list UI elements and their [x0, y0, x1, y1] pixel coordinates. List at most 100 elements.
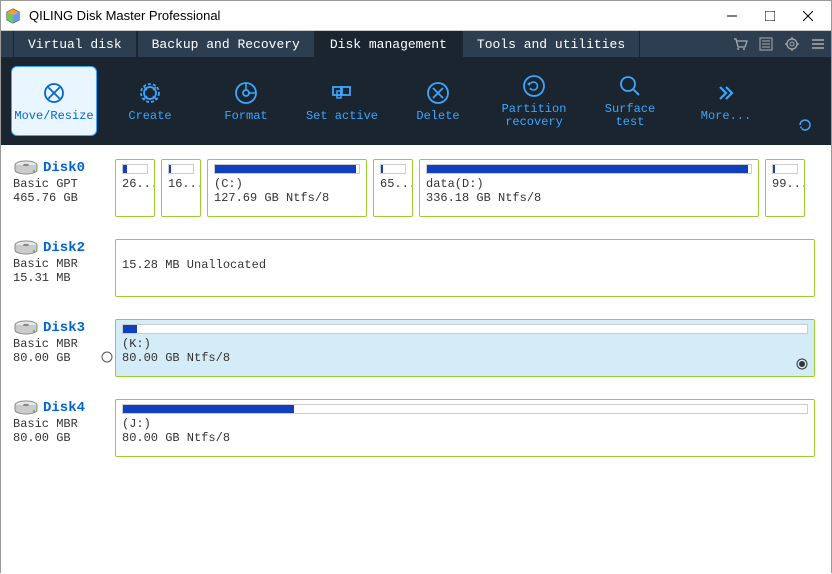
partition[interactable]: (K:)80.00 GB Ntfs/8 [115, 319, 815, 377]
tool-label: Format [224, 110, 267, 123]
tool-set-active[interactable]: Set active [299, 66, 385, 136]
disk-icon [13, 239, 39, 257]
cart-icon[interactable] [727, 31, 753, 57]
tool-label: Surface test [587, 103, 673, 129]
partition[interactable]: 99... [765, 159, 805, 217]
disk-icon [13, 319, 39, 337]
surface-icon [617, 73, 643, 99]
disk-icon [13, 159, 39, 177]
tool-label: Set active [306, 110, 378, 123]
disk-radio[interactable] [101, 351, 113, 363]
tool-create[interactable]: Create [107, 66, 193, 136]
usage-bar [380, 164, 406, 174]
disk-type: Basic MBR [13, 417, 107, 431]
usage-bar [772, 164, 798, 174]
partition-label: data(D:) [426, 177, 752, 191]
disk-size: 80.00 GB [13, 431, 107, 445]
tool-delete[interactable]: Delete [395, 66, 481, 136]
partition[interactable]: 26... [115, 159, 155, 217]
disk-row: Disk3Basic MBR80.00 GB(K:)80.00 GB Ntfs/… [13, 319, 819, 377]
disk-meta: Disk2Basic MBR15.31 MB [13, 239, 107, 297]
tab-disk-management[interactable]: Disk management [315, 31, 462, 57]
disk-size: 465.76 GB [13, 191, 107, 205]
partitions: 15.28 MB Unallocated [115, 239, 819, 297]
delete-icon [425, 80, 451, 106]
partition[interactable]: (J:)80.00 GB Ntfs/8 [115, 399, 815, 457]
tool-label: More... [701, 110, 751, 123]
disk-row: Disk4Basic MBR80.00 GB(J:)80.00 GB Ntfs/… [13, 399, 819, 457]
disk-row: Disk2Basic MBR15.31 MB 15.28 MB Unallocat… [13, 239, 819, 297]
partition[interactable]: (C:)127.69 GB Ntfs/8 [207, 159, 367, 217]
settings-icon[interactable] [779, 31, 805, 57]
disk-name[interactable]: Disk0 [43, 160, 85, 176]
disk-size: 80.00 GB [13, 351, 107, 365]
create-icon [137, 80, 163, 106]
disk-meta: Disk4Basic MBR80.00 GB [13, 399, 107, 457]
tool-move-resize[interactable]: Move/Resize [11, 66, 97, 136]
menubar: Virtual diskBackup and RecoveryDisk mana… [1, 31, 831, 57]
partitions: (K:)80.00 GB Ntfs/8 [115, 319, 819, 377]
menu-icon[interactable] [805, 31, 831, 57]
partition-info: 80.00 GB Ntfs/8 [122, 351, 808, 365]
tool-label: Partitionrecovery [502, 103, 567, 129]
tool-label: Delete [416, 110, 459, 123]
minimize-button[interactable] [713, 2, 751, 30]
list-icon[interactable] [753, 31, 779, 57]
disk-type: Basic MBR [13, 337, 107, 351]
disk-type: Basic MBR [13, 257, 107, 271]
maximize-button[interactable] [751, 2, 789, 30]
partition-label: (C:) [214, 177, 360, 191]
recovery-icon [521, 73, 547, 99]
partition-info: 16... [168, 177, 194, 191]
disk-size: 15.31 MB [13, 271, 107, 285]
usage-bar [426, 164, 752, 174]
partition-info: 336.18 GB Ntfs/8 [426, 191, 752, 205]
disk-meta: Disk0Basic GPT465.76 GB [13, 159, 107, 217]
partition-info: 99... [772, 177, 798, 191]
tool-label: Create [128, 110, 171, 123]
tab-backup-and-recovery[interactable]: Backup and Recovery [137, 31, 315, 57]
partitions: 26... 16... (C:)127.69 GB Ntfs/8 65... data(… [115, 159, 819, 217]
partition[interactable]: data(D:)336.18 GB Ntfs/8 [419, 159, 759, 217]
disk-list: Disk0Basic GPT465.76 GB 26... 16... (C:)127… [1, 145, 831, 574]
partition[interactable]: 16... [161, 159, 201, 217]
partition-info: 15.28 MB Unallocated [122, 258, 808, 272]
partition-info: 127.69 GB Ntfs/8 [214, 191, 360, 205]
disk-name[interactable]: Disk4 [43, 400, 85, 416]
disk-type: Basic GPT [13, 177, 107, 191]
tool-more-[interactable]: More... [683, 66, 769, 136]
usage-bar [122, 404, 808, 414]
disk-name[interactable]: Disk2 [43, 240, 85, 256]
disk-row: Disk0Basic GPT465.76 GB 26... 16... (C:)127… [13, 159, 819, 217]
usage-bar [122, 164, 148, 174]
tool-label: Move/Resize [14, 110, 93, 123]
app-logo-icon [5, 8, 21, 24]
partitions: (J:)80.00 GB Ntfs/8 [115, 399, 819, 457]
disk-name[interactable]: Disk3 [43, 320, 85, 336]
tool-partition[interactable]: Partitionrecovery [491, 66, 577, 136]
partition-info: 80.00 GB Ntfs/8 [122, 431, 808, 445]
usage-bar [168, 164, 194, 174]
toolbar: Move/Resize Create Format Set active Delete P… [1, 57, 831, 145]
resize-icon [41, 80, 67, 106]
tab-tools-and-utilities[interactable]: Tools and utilities [462, 31, 640, 57]
tool-surface-test[interactable]: Surface test [587, 66, 673, 136]
more-icon [713, 80, 739, 106]
tab-virtual-disk[interactable]: Virtual disk [13, 31, 137, 57]
window-title: QILING Disk Master Professional [29, 8, 713, 23]
partition-info: 26... [122, 177, 148, 191]
close-button[interactable] [789, 2, 827, 30]
titlebar: QILING Disk Master Professional [1, 1, 831, 31]
disk-icon [13, 399, 39, 417]
partition[interactable]: 15.28 MB Unallocated [115, 239, 815, 297]
tool-format[interactable]: Format [203, 66, 289, 136]
partition-radio[interactable] [796, 358, 808, 370]
partition[interactable]: 65... [373, 159, 413, 217]
usage-bar [122, 324, 808, 334]
partition-info: 65... [380, 177, 406, 191]
setactive-icon [329, 80, 355, 106]
partition-label: (K:) [122, 337, 808, 351]
partition-label: (J:) [122, 417, 808, 431]
refresh-icon[interactable] [789, 113, 821, 137]
disk-meta: Disk3Basic MBR80.00 GB [13, 319, 107, 377]
